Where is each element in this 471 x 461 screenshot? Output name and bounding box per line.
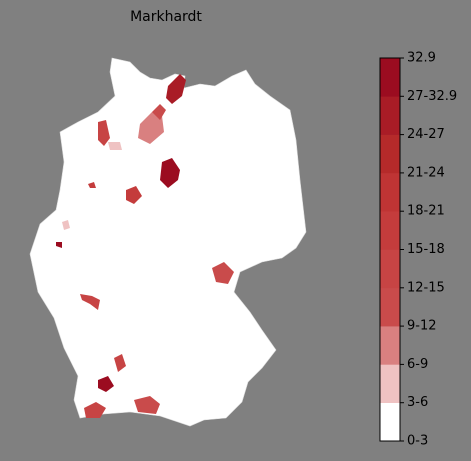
colorbar-segment <box>380 134 400 174</box>
colorbar-segment <box>380 211 400 250</box>
colorbar-label: 12-15 <box>407 280 445 295</box>
colorbar-label: 27-32.9 <box>407 89 457 104</box>
colorbar-label: 21-24 <box>407 165 445 180</box>
district <box>84 402 106 418</box>
colorbar-label: 9-12 <box>407 319 437 334</box>
district <box>160 158 180 188</box>
colorbar-label: 15-18 <box>407 242 445 257</box>
district <box>212 262 234 284</box>
colorbar-frame <box>379 57 401 442</box>
district <box>152 104 166 120</box>
country-outline <box>29 57 307 427</box>
map-title: Markhardt <box>130 9 202 25</box>
colorbar-label: 32.9 <box>407 51 436 66</box>
districts <box>56 74 234 418</box>
colorbar-label: 6-9 <box>407 357 428 372</box>
colorbar-label: 3-6 <box>407 395 428 410</box>
district <box>98 120 110 146</box>
district <box>138 112 164 144</box>
colorbar-label: 18-21 <box>407 204 445 219</box>
district <box>56 242 62 248</box>
germany-map <box>29 57 307 427</box>
colorbar-label: 0-3 <box>407 434 428 449</box>
district <box>114 354 126 372</box>
district <box>166 74 186 104</box>
district <box>126 186 142 204</box>
colorbar-segment <box>380 287 400 327</box>
colorbar-segment <box>380 364 400 403</box>
colorbar-label: 24-27 <box>407 127 445 142</box>
colorbar-segment <box>380 326 400 365</box>
district <box>80 294 100 310</box>
colorbar-segment <box>380 58 400 97</box>
district <box>108 142 122 150</box>
district <box>98 376 114 392</box>
colorbar-segment <box>380 402 400 442</box>
colorbar-segment <box>380 249 400 289</box>
colorbar-segment <box>380 96 400 135</box>
district <box>62 220 70 230</box>
colorbar-segment <box>380 172 400 212</box>
district <box>88 182 96 188</box>
colorbar: 0-3 3-6 6-9 9-12 12-15 15-18 18-21 21-24 24-27 27… <box>379 51 457 449</box>
district <box>134 396 160 414</box>
